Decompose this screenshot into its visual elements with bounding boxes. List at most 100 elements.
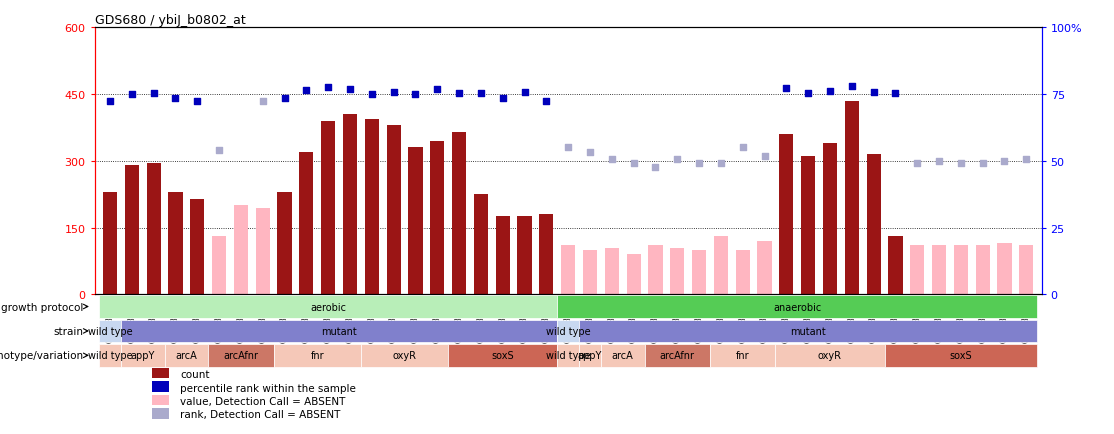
Bar [274,344,361,367]
Bar [99,296,557,318]
Bar [885,344,1037,367]
Text: GDS680 / ybiJ_b0802_at: GDS680 / ybiJ_b0802_at [95,14,245,27]
Point [123,91,140,98]
Bar [844,102,859,295]
Text: oxyR: oxyR [818,351,842,361]
Text: appY: appY [578,351,603,361]
Bar [557,296,1037,318]
Bar [954,246,968,295]
Text: count: count [180,369,209,379]
Text: mutant: mutant [790,326,825,336]
Text: fnr: fnr [311,351,324,361]
Point [799,90,817,97]
Point [1017,156,1035,163]
Bar [99,320,121,342]
Point [952,160,970,167]
Point [297,87,315,94]
Bar [409,148,422,295]
Bar [997,243,1012,295]
Bar [910,246,925,295]
Bar [152,408,168,418]
Bar [343,115,358,295]
Point [668,156,686,163]
Bar [121,320,557,342]
Bar [539,215,554,295]
Bar [779,135,793,295]
Bar [932,246,946,295]
Text: anaerobic: anaerobic [773,302,821,312]
Text: genotype/variation: genotype/variation [0,351,84,361]
Text: value, Detection Call = ABSENT: value, Detection Call = ABSENT [180,396,345,406]
Point [930,158,948,165]
Bar [605,248,619,295]
Bar [496,217,510,295]
Bar [152,381,168,392]
Bar [710,344,775,367]
Point [755,154,773,161]
Bar [579,320,1037,342]
Bar [557,344,579,367]
Bar [234,206,248,295]
Bar [152,395,168,405]
Text: soxS: soxS [491,351,514,361]
Bar [758,241,772,295]
Point [646,164,664,171]
Bar [152,368,168,378]
Point [603,156,620,163]
Bar [671,248,684,295]
Bar [823,144,837,295]
Text: arcAfnr: arcAfnr [659,351,695,361]
Bar [452,132,466,295]
Point [254,98,272,105]
Point [341,86,359,93]
Point [472,90,490,97]
Bar [714,237,727,295]
Bar [557,320,579,342]
Text: arcA: arcA [175,351,197,361]
Bar [190,199,204,295]
Point [145,90,163,97]
Text: wild type: wild type [546,351,590,361]
Point [407,91,424,98]
Point [734,145,752,151]
Bar [579,344,600,367]
Text: wild type: wild type [88,326,133,336]
Point [275,96,293,103]
Bar [102,193,117,295]
Text: wild type: wild type [546,326,590,336]
Point [559,145,577,151]
Point [974,160,991,167]
Bar [583,250,597,295]
Bar [561,246,575,295]
Bar [321,122,335,295]
Text: growth protocol: growth protocol [1,302,84,312]
Bar [448,344,557,367]
Bar [775,344,885,367]
Point [778,85,795,92]
Bar [277,193,292,295]
Point [712,160,730,167]
Bar [645,344,710,367]
Bar [692,250,706,295]
Point [996,158,1014,165]
Bar [888,237,902,295]
Point [101,98,119,105]
Bar [212,237,226,295]
Point [320,85,338,92]
Bar [255,208,270,295]
Bar [801,157,815,295]
Point [516,89,534,96]
Text: aerobic: aerobic [310,302,346,312]
Bar [99,344,121,367]
Point [843,84,861,91]
Bar [125,166,139,295]
Point [864,89,882,96]
Text: soxS: soxS [949,351,973,361]
Point [428,86,446,93]
Point [625,160,643,167]
Point [908,160,926,167]
Point [821,89,839,95]
Bar [208,344,274,367]
Bar [361,344,448,367]
Bar [517,217,531,295]
